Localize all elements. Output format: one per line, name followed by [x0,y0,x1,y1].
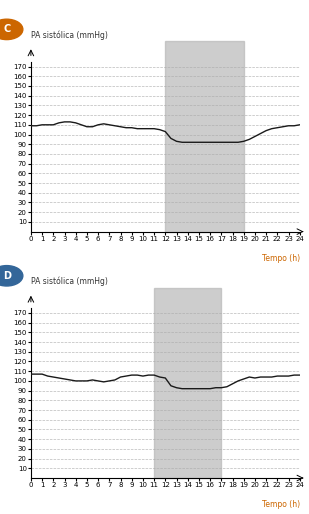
Text: Tempo (h): Tempo (h) [262,254,300,263]
Circle shape [0,19,23,40]
Text: PA sistólica (mmHg): PA sistólica (mmHg) [31,277,108,286]
Text: PA sistólica (mmHg): PA sistólica (mmHg) [31,30,108,40]
Text: Tempo (h): Tempo (h) [262,500,300,509]
Text: C: C [3,24,10,34]
Text: D: D [3,271,11,281]
Circle shape [0,266,23,286]
Bar [165,41,244,232]
Bar [154,288,221,478]
